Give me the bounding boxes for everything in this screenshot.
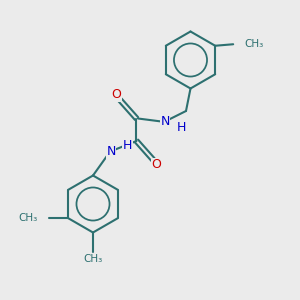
Text: CH₃: CH₃	[244, 39, 264, 49]
Text: H: H	[177, 121, 186, 134]
Text: N: N	[106, 145, 116, 158]
Text: N: N	[160, 115, 170, 128]
Text: O: O	[152, 158, 161, 172]
Text: CH₃: CH₃	[83, 254, 103, 264]
Text: H: H	[123, 139, 132, 152]
Text: O: O	[112, 88, 121, 101]
Text: CH₃: CH₃	[18, 213, 38, 223]
